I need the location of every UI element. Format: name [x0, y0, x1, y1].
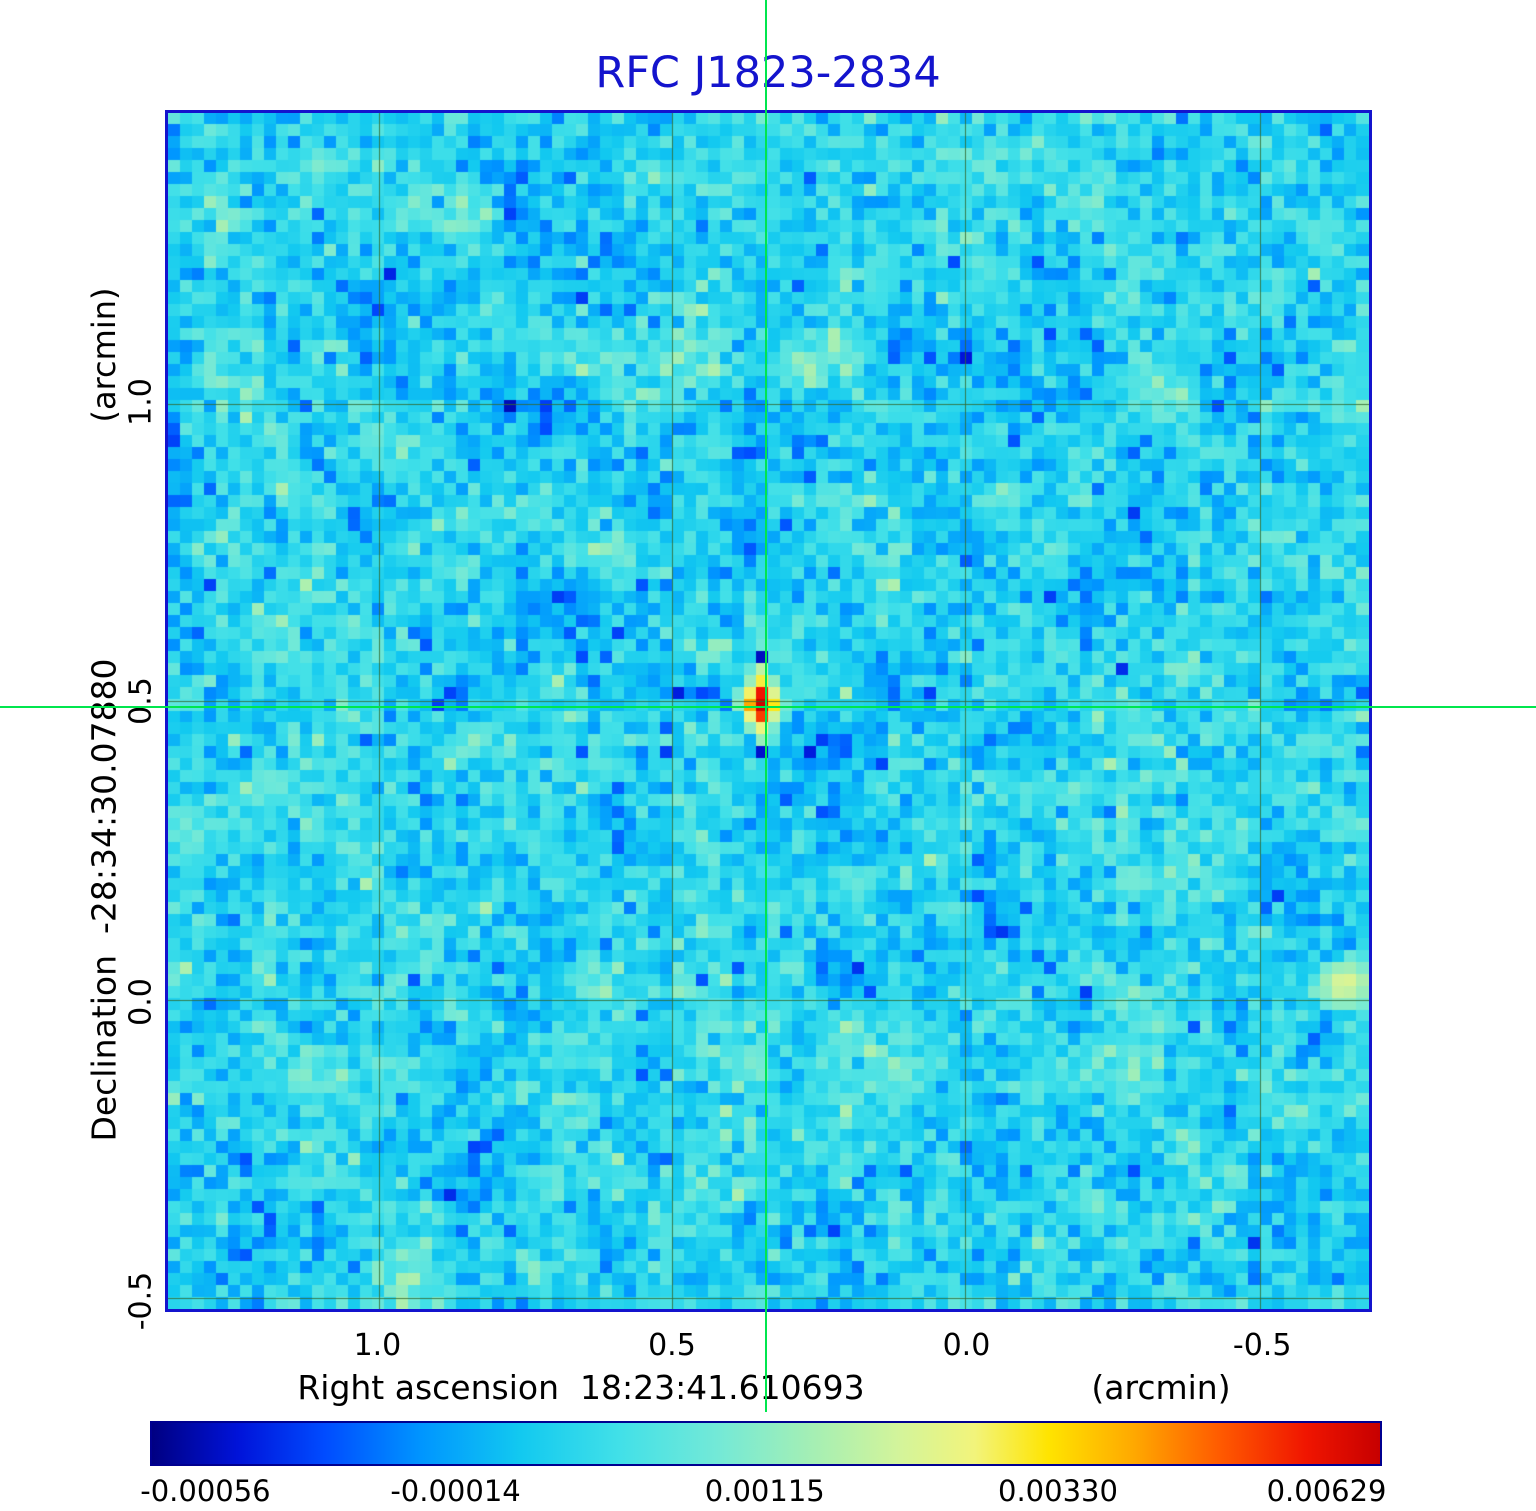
y-axis-label: Declination -28:34:30.07880 [84, 658, 124, 1142]
colorbar-tick-label: 0.00629 [1266, 1474, 1387, 1508]
y-tick-label: 0.5 [123, 677, 159, 726]
colorbar-tick-label: -0.00014 [390, 1474, 521, 1508]
x-axis-label: Right ascension 18:23:41.610693 [297, 1368, 865, 1407]
colorbar-tick-label: -0.00056 [140, 1474, 271, 1508]
y-tick-label: 0.0 [123, 978, 159, 1026]
colorbar [150, 1421, 1382, 1466]
colorbar-tick-label: 0.00330 [998, 1474, 1118, 1508]
x-tick-label: 0.0 [942, 1328, 991, 1363]
figure-title: RFC J1823-2834 [595, 48, 941, 98]
y-axis-unit-label: (arcmin) [85, 287, 123, 423]
heatmap-canvas [168, 113, 1369, 1309]
y-tick-label: 1.0 [123, 378, 159, 426]
y-tick-label: -0.5 [123, 1271, 159, 1331]
x-tick-label: 1.0 [353, 1328, 402, 1363]
colorbar-tick-label: 0.00115 [704, 1474, 825, 1508]
sky-map-panel [165, 110, 1372, 1312]
x-tick-label: -0.5 [1232, 1328, 1292, 1363]
x-tick-label: 0.5 [648, 1328, 696, 1363]
x-axis-unit-label: (arcmin) [1091, 1368, 1231, 1407]
